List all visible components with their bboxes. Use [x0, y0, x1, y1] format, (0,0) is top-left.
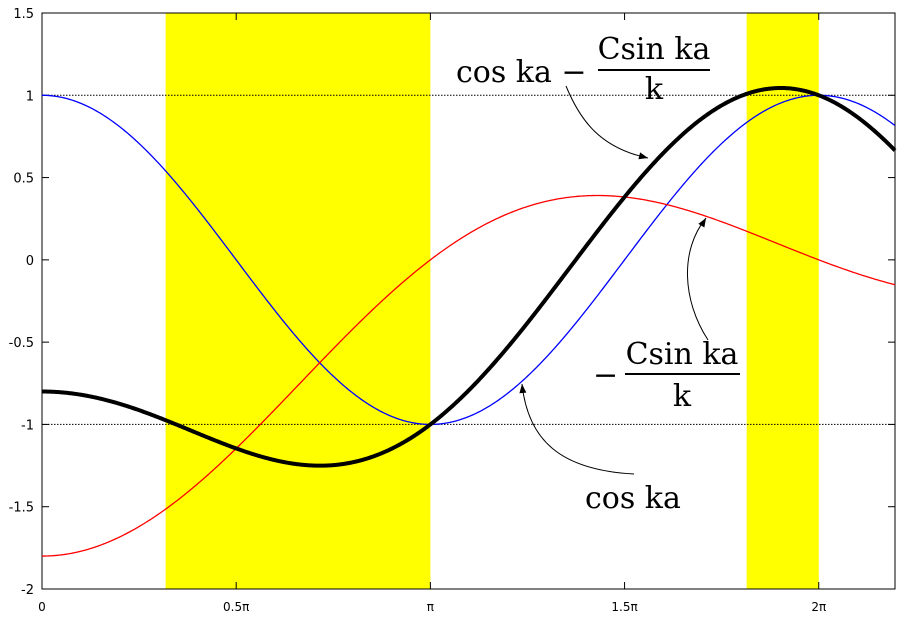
yellow-band-1: [746, 13, 819, 589]
cos-curve-label: cos ka: [585, 481, 681, 516]
x-tick-label-4: 2π: [811, 600, 826, 614]
y-tick-label-2: 0.5: [13, 172, 34, 187]
x-tick-label-2: π: [427, 600, 434, 614]
series-sum-line: [41, 86, 897, 468]
x-tick-label-3: 1.5π: [611, 600, 637, 614]
sum-label-main: cos ka −: [456, 55, 587, 90]
plot-frame: [41, 12, 896, 590]
annotation-layer: cos ka − Csin ka k − Csin ka k cos ka: [456, 32, 740, 516]
series-layer: [41, 86, 897, 557]
arrow-layer: [519, 85, 709, 475]
y-tick-label-1: 1: [26, 89, 34, 104]
y-tick-label-0: 1.5: [13, 7, 34, 22]
sum-curve-label: cos ka − Csin ka k: [456, 32, 711, 107]
y-tick-label-6: -1.5: [9, 501, 34, 516]
csin-arrow: [687, 217, 709, 341]
y-tick-label-7: -2: [21, 583, 34, 598]
series-csin-line: [41, 194, 896, 557]
yellow-band-0: [165, 13, 431, 589]
csin-label-denominator: k: [673, 379, 692, 414]
tick-layer: 1.5 1 0.5 0 -0.5 -1 -1.5 -2 0 0.5π π 1.5π 2π: [9, 7, 895, 614]
sum-label-numerator: Csin ka: [598, 32, 711, 67]
sum-arrow-head: [638, 152, 648, 160]
x-tick-label-1: 0.5π: [223, 600, 249, 614]
sum-label-denominator: k: [645, 72, 664, 107]
cos-arrow: [521, 383, 635, 475]
csin-arrow-head: [698, 218, 706, 228]
y-tick-label-5: -1: [21, 418, 34, 433]
series-cos-line: [41, 94, 896, 426]
band-layer: [165, 13, 819, 589]
reference-line-layer: [42, 94, 895, 425]
plot-border: [41, 12, 896, 590]
cos-arrow-head: [519, 384, 527, 394]
csin-curve-label: − Csin ka k: [593, 337, 740, 414]
x-tick-label-0: 0: [38, 600, 46, 614]
csin-label-main: −: [593, 358, 618, 393]
y-tick-label-3: 0: [26, 254, 34, 269]
csin-label-numerator: Csin ka: [626, 337, 739, 372]
y-tick-label-4: -0.5: [9, 336, 34, 351]
sum-arrow: [565, 85, 649, 159]
